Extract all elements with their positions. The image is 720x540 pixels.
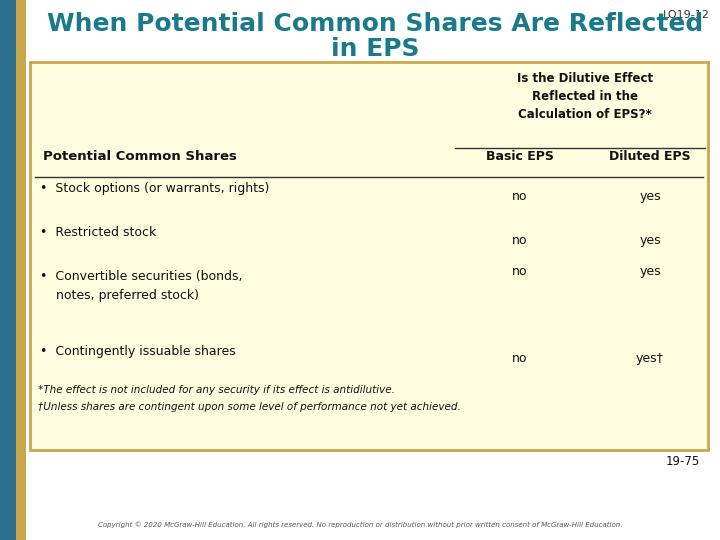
Text: •  Restricted stock: • Restricted stock — [40, 226, 156, 239]
Text: •  Stock options (or warrants, rights): • Stock options (or warrants, rights) — [40, 182, 269, 195]
Text: no: no — [512, 265, 528, 278]
Bar — [16, 0, 26, 540]
Text: •  Convertible securities (bonds,
    notes, preferred stock): • Convertible securities (bonds, notes, … — [40, 270, 243, 301]
Text: Copyright © 2020 McGraw-Hill Education. All rights reserved. No reproduction or : Copyright © 2020 McGraw-Hill Education. … — [98, 521, 622, 528]
Text: Basic EPS: Basic EPS — [486, 150, 554, 163]
Text: yes: yes — [639, 234, 661, 247]
Text: no: no — [512, 352, 528, 365]
Text: Is the Dilutive Effect
Reflected in the
Calculation of EPS?*: Is the Dilutive Effect Reflected in the … — [517, 72, 653, 121]
FancyBboxPatch shape — [30, 62, 708, 450]
Text: Potential Common Shares: Potential Common Shares — [43, 150, 237, 163]
Text: LO19-12: LO19-12 — [663, 10, 710, 20]
Text: †Unless shares are contingent upon some level of performance not yet achieved.: †Unless shares are contingent upon some … — [38, 402, 461, 412]
Text: *The effect is not included for any security if its effect is antidilutive.: *The effect is not included for any secu… — [38, 385, 395, 395]
Text: •  Contingently issuable shares: • Contingently issuable shares — [40, 345, 235, 358]
Text: no: no — [512, 190, 528, 203]
Text: yes: yes — [639, 265, 661, 278]
Text: no: no — [512, 234, 528, 247]
Text: yes: yes — [639, 190, 661, 203]
Text: yes†: yes† — [636, 352, 664, 365]
Text: 19-75: 19-75 — [666, 455, 700, 468]
Text: in EPS: in EPS — [330, 37, 419, 61]
Bar — [0, 0, 16, 540]
Text: Diluted EPS: Diluted EPS — [609, 150, 690, 163]
Text: When Potential Common Shares Are Reflected: When Potential Common Shares Are Reflect… — [47, 12, 703, 36]
